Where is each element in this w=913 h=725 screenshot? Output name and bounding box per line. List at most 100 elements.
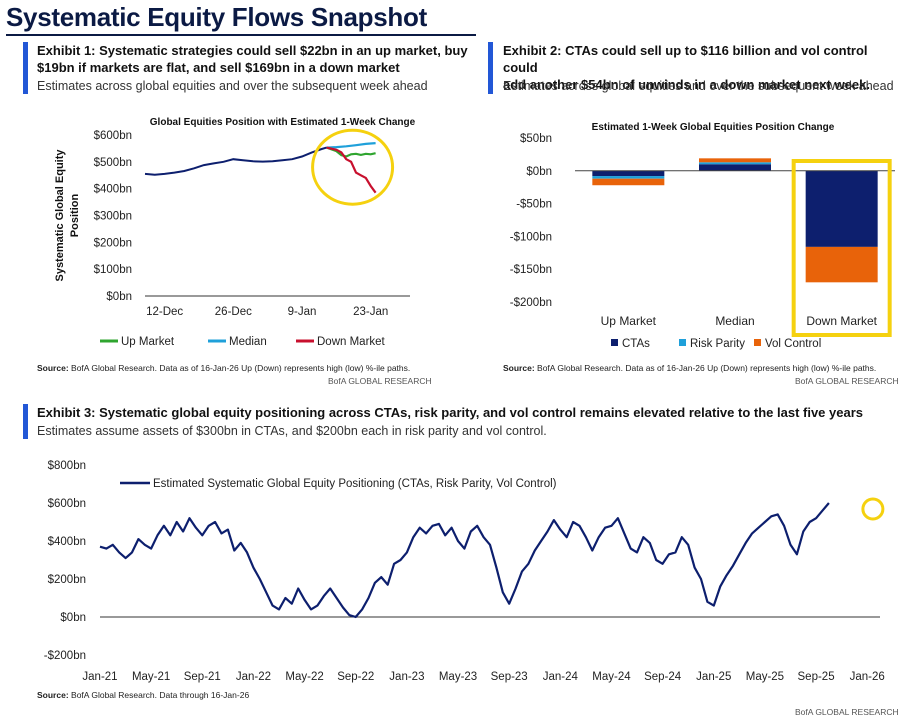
x-tick-label: 23-Jan <box>353 306 388 318</box>
legend-label: Down Market <box>317 336 386 348</box>
exhibit1-subtitle: Estimates across global equities and ove… <box>37 79 428 93</box>
y-tick-label: -$150bn <box>510 264 552 276</box>
title-underline <box>6 34 476 36</box>
legend-swatch <box>679 339 686 346</box>
exhibit2-chart: Estimated 1-Week Global Equities Positio… <box>510 122 895 350</box>
exhibit2-subtitle: Estimates across global equities and ove… <box>503 79 894 93</box>
legend-label: Median <box>229 336 267 348</box>
y-axis-label-line2: Position <box>69 194 81 238</box>
exhibit1-accent-bar <box>23 42 28 94</box>
x-category-label: Down Market <box>806 314 877 328</box>
x-tick-label: Sep-25 <box>798 671 835 683</box>
y-tick-label: $400bn <box>48 536 86 548</box>
exhibit3-source-text: BofA Global Research. Data through 16-Ja… <box>71 690 250 700</box>
bar-vol-control <box>592 178 665 186</box>
bar-ctas <box>592 170 665 177</box>
exhibit2-source-text: BofA Global Research. Data as of 16-Jan-… <box>537 363 877 373</box>
x-tick-label: 12-Dec <box>146 306 183 318</box>
exhibit1-source: Source: BofA Global Research. Data as of… <box>37 363 410 373</box>
chart-title: Global Equities Position with Estimated … <box>150 117 416 128</box>
exhibit3-watermark: BofA GLOBAL RESEARCH <box>795 707 899 717</box>
exhibit2-source: Source: BofA Global Research. Data as of… <box>503 363 876 373</box>
exhibit3-chart: $800bn $600bn $400bn $200bn $0bn -$200bn Jan-2… <box>44 460 885 683</box>
y-tick-label: $600bn <box>48 498 86 510</box>
legend-label: CTAs <box>622 338 650 350</box>
series-line-up-market <box>326 146 376 158</box>
bar-ctas <box>805 170 878 247</box>
legend-swatch <box>611 339 618 346</box>
series-line-median <box>326 142 376 149</box>
x-tick-label: Jan-24 <box>543 671 579 683</box>
exhibit3-title: Exhibit 3: Systematic global equity posi… <box>37 405 863 420</box>
y-tick-label: $0bn <box>526 166 552 178</box>
bar-risk-parity <box>592 176 665 179</box>
x-tick-label: 26-Dec <box>215 306 252 318</box>
x-tick-label: May-23 <box>439 671 477 683</box>
x-tick-label: Jan-22 <box>236 671 271 683</box>
bar-risk-parity <box>699 162 771 165</box>
y-tick-label: -$50bn <box>516 199 552 211</box>
y-tick-label: $50bn <box>520 133 552 145</box>
y-tick-label: $0bn <box>60 612 86 624</box>
legend-swatch <box>754 339 761 346</box>
y-tick-label: -$200bn <box>44 650 86 662</box>
x-tick-label: May-22 <box>285 671 323 683</box>
bar-vol-control <box>699 158 771 163</box>
exhibit1-chart: Global Equities Position with Estimated … <box>54 117 416 348</box>
highlight-circle <box>311 128 395 206</box>
y-axis-label-line1: Systematic Global Equity <box>54 149 66 282</box>
x-tick-label: 9-Jan <box>288 306 317 318</box>
exhibit2-title-line1: Exhibit 2: CTAs could sell up to $116 bi… <box>503 43 868 75</box>
y-tick-label: $0bn <box>106 291 132 303</box>
exhibit2-title: Exhibit 2: CTAs could sell up to $116 bi… <box>503 42 903 93</box>
y-tick-label: $600bn <box>94 130 132 142</box>
x-tick-label: Sep-21 <box>184 671 221 683</box>
x-tick-label: Jan-21 <box>82 671 117 683</box>
legend-label: Up Market <box>121 336 175 348</box>
exhibit2-accent-bar <box>488 42 493 94</box>
y-tick-label: $200bn <box>48 574 86 586</box>
exhibit3-source-label: Source: <box>37 690 69 700</box>
x-category-label: Up Market <box>601 314 657 328</box>
y-tick-label: $100bn <box>94 264 132 276</box>
series-line-down-market <box>326 146 377 194</box>
positioning-line <box>99 502 830 619</box>
x-tick-label: Sep-22 <box>337 671 374 683</box>
legend-label: Risk Parity <box>690 338 745 350</box>
bar-ctas <box>699 164 771 171</box>
highlight-box <box>791 159 892 337</box>
x-tick-label: Jan-23 <box>389 671 424 683</box>
exhibit1-title-line1: Exhibit 1: Systematic strategies could s… <box>37 43 468 58</box>
exhibit3-accent-bar <box>23 404 28 439</box>
exhibit3-source: Source: BofA Global Research. Data throu… <box>37 690 249 700</box>
legend-label: Estimated Systematic Global Equity Posit… <box>153 478 557 490</box>
x-tick-label: Jan-25 <box>696 671 731 683</box>
exhibit1-source-text: BofA Global Research. Data as of 16-Jan-… <box>71 363 411 373</box>
y-tick-label: $500bn <box>94 157 132 169</box>
y-tick-label: $300bn <box>94 211 132 223</box>
legend-label: Vol Control <box>765 338 821 350</box>
x-tick-label: Jan-26 <box>850 671 885 683</box>
y-tick-label: -$200bn <box>510 297 552 309</box>
exhibit2-source-label: Source: <box>503 363 535 373</box>
y-tick-label: $800bn <box>48 460 86 472</box>
historical-position-line <box>144 146 327 176</box>
chart-title: Estimated 1-Week Global Equities Positio… <box>592 122 835 133</box>
y-tick-label: -$100bn <box>510 231 552 243</box>
exhibit1-source-label: Source: <box>37 363 69 373</box>
exhibit2-watermark: BofA GLOBAL RESEARCH <box>795 376 899 386</box>
x-tick-label: Sep-23 <box>491 671 528 683</box>
exhibit1-title: Exhibit 1: Systematic strategies could s… <box>37 42 477 76</box>
exhibit1-watermark: BofA GLOBAL RESEARCH <box>328 376 432 386</box>
x-category-label: Median <box>715 314 754 328</box>
x-tick-label: May-21 <box>132 671 170 683</box>
y-tick-label: $400bn <box>94 184 132 196</box>
exhibit3-subtitle: Estimates assume assets of $300bn in CTA… <box>37 424 547 438</box>
exhibit2-title-line2: add another $54bn of unwinds in a down m… <box>503 77 870 92</box>
bar-vol-control <box>805 246 878 283</box>
x-tick-label: Sep-24 <box>644 671 682 683</box>
y-tick-label: $200bn <box>94 237 132 249</box>
x-tick-label: May-24 <box>592 671 631 683</box>
x-tick-label: May-25 <box>746 671 784 683</box>
page-title: Systematic Equity Flows Snapshot <box>6 2 427 32</box>
